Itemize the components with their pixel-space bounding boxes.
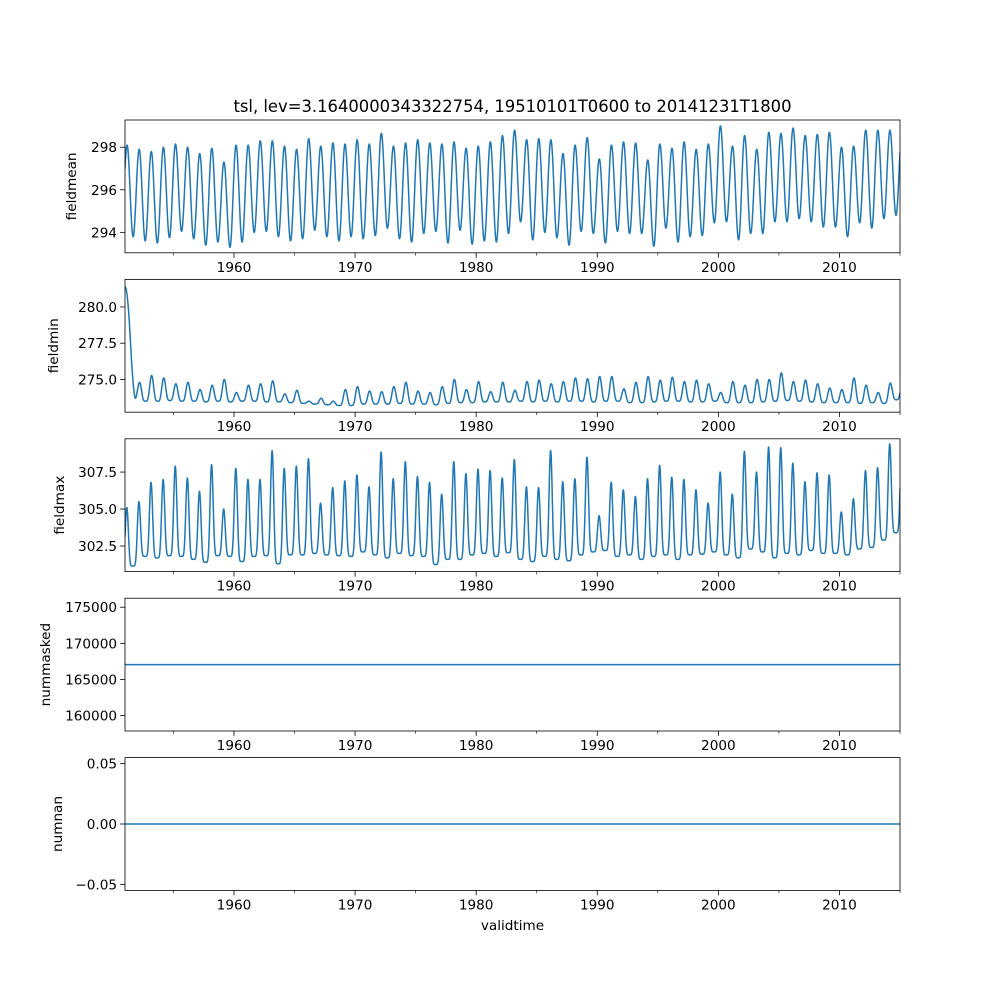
x-tick-label: 2010 <box>822 419 857 435</box>
y-tick-label: 280.0 <box>78 300 117 316</box>
x-tick-label: 2010 <box>822 579 857 595</box>
y-tick-label: 170000 <box>65 636 117 652</box>
x-tick-label: 1980 <box>459 419 494 435</box>
axes-frame <box>124 278 901 413</box>
y-tick-label: 305.0 <box>78 502 117 518</box>
x-tick-label: 1970 <box>338 419 373 435</box>
y-axis-label: fieldmean <box>64 152 80 220</box>
y-tick-label: 160000 <box>65 709 117 725</box>
x-tick-label: 2000 <box>701 897 736 913</box>
x-tick-label: 1980 <box>459 897 494 913</box>
x-tick-label: 1970 <box>338 260 373 276</box>
x-tick-label: 1980 <box>459 260 494 276</box>
y-tick-label: −0.05 <box>75 877 117 893</box>
y-tick-label: 298 <box>91 140 117 156</box>
x-tick-label: 2010 <box>822 738 857 754</box>
subplot-fieldmin: 275.0 277.5 280.0 1960 1970 1980 1990 2000 2010 f… <box>46 278 901 435</box>
subplot-fieldmax: 302.5 305.0 307.5 1960 1970 1980 1990 2000 2010 f… <box>52 438 901 595</box>
y-tick-label: 277.5 <box>78 336 117 352</box>
y-axis-label: fieldmin <box>46 318 62 373</box>
series-line-fieldmax <box>125 443 900 567</box>
y-axis-label: fieldmax <box>52 476 68 535</box>
figure-title: tsl, lev=3.1640000343322754, 19510101T06… <box>233 97 791 116</box>
x-tick-label: 1960 <box>217 579 252 595</box>
axes-frame <box>124 597 901 732</box>
x-tick-label: 1970 <box>338 897 373 913</box>
x-tick-label: 2000 <box>701 738 736 754</box>
y-tick-label: 0.00 <box>87 817 117 833</box>
x-tick-label: 2000 <box>701 579 736 595</box>
y-tick-label: 165000 <box>65 673 117 689</box>
y-tick-label: 275.0 <box>78 372 117 388</box>
series-line-fieldmean <box>125 125 900 249</box>
y-tick-label: 296 <box>91 183 117 199</box>
x-tick-label: 1990 <box>580 419 615 435</box>
x-tick-label: 1990 <box>580 897 615 913</box>
y-tick-label: 307.5 <box>78 465 117 481</box>
subplot-fieldmean: 294 296 298 1960 1970 1980 1990 2000 2010 fieldme… <box>64 119 901 276</box>
x-tick-label: 1990 <box>580 579 615 595</box>
x-tick-label: 1960 <box>217 419 252 435</box>
x-tick-label: 1990 <box>580 260 615 276</box>
y-tick-label: 302.5 <box>78 539 117 555</box>
x-tick-label: 1970 <box>338 738 373 754</box>
y-tick-label: 294 <box>91 225 117 241</box>
y-tick-label: 175000 <box>65 600 117 616</box>
x-tick-label: 1990 <box>580 738 615 754</box>
subplot-nummasked: 160000 165000 170000 175000 1960 1970 1980 1990… <box>38 597 901 754</box>
series-line-fieldmin <box>125 285 900 407</box>
x-tick-label: 1960 <box>217 260 252 276</box>
axes-frame <box>124 119 901 254</box>
subplot-numnan: −0.05 0.00 0.05 1960 1970 1980 1990 2000 2010 num… <box>50 757 901 913</box>
x-tick-label: 1970 <box>338 579 373 595</box>
x-axis-label: validtime <box>481 918 544 934</box>
subplots: 294 296 298 1960 1970 1980 1990 2000 2010 fieldme… <box>38 119 901 913</box>
x-tick-label: 1960 <box>217 897 252 913</box>
axes-frame <box>124 438 901 572</box>
x-tick-label: 2010 <box>822 897 857 913</box>
x-tick-label: 1980 <box>459 579 494 595</box>
y-tick-label: 0.05 <box>87 757 117 773</box>
x-tick-label: 2010 <box>822 260 857 276</box>
x-tick-label: 1960 <box>217 738 252 754</box>
x-tick-label: 1980 <box>459 738 494 754</box>
x-tick-label: 2000 <box>701 419 736 435</box>
y-axis-label: nummasked <box>38 623 54 707</box>
x-tick-label: 2000 <box>701 260 736 276</box>
y-axis-label: numnan <box>50 796 66 852</box>
